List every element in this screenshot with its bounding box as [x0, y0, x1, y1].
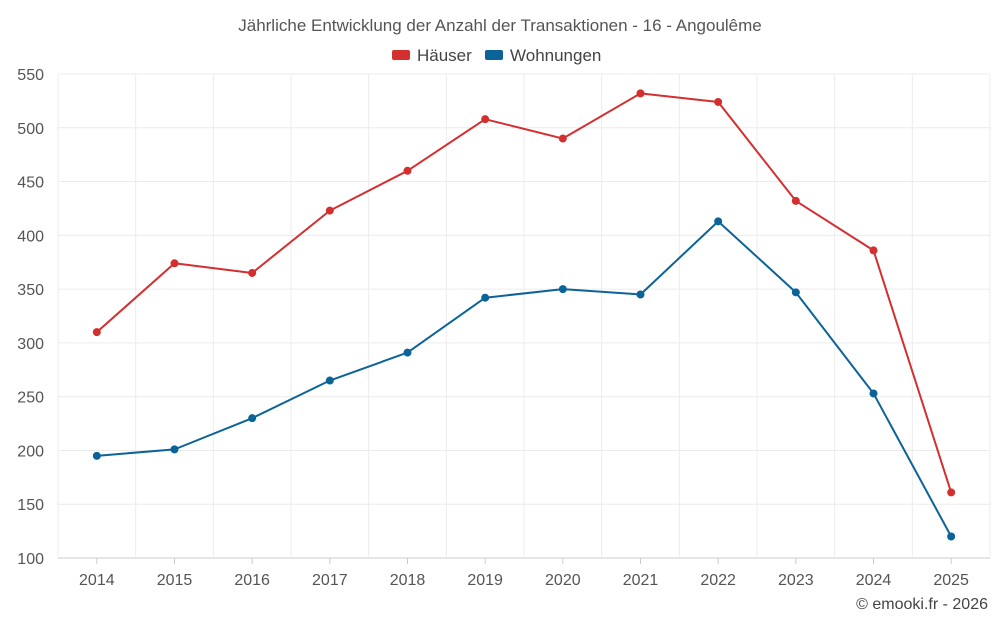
data-point-wohnungen[interactable] — [248, 414, 257, 423]
data-point-haeuser[interactable] — [92, 328, 101, 337]
data-point-wohnungen[interactable] — [714, 217, 723, 226]
x-tick-label: 2018 — [390, 572, 426, 589]
legend: Häuser Wohnungen — [392, 46, 601, 65]
legend-swatch-haeuser — [392, 50, 410, 60]
data-point-wohnungen[interactable] — [325, 376, 334, 385]
y-tick-label: 500 — [17, 121, 44, 138]
x-tick-label: 2016 — [234, 572, 270, 589]
data-point-wohnungen[interactable] — [558, 285, 567, 294]
data-point-haeuser[interactable] — [481, 115, 490, 124]
data-point-haeuser[interactable] — [947, 488, 956, 497]
x-tick-label: 2017 — [312, 572, 348, 589]
grid — [57, 73, 991, 559]
data-point-wohnungen[interactable] — [947, 532, 956, 541]
legend-label-wohnungen: Wohnungen — [510, 46, 601, 65]
y-tick-label: 350 — [17, 282, 44, 299]
data-point-haeuser[interactable] — [248, 268, 257, 277]
x-tick-label: 2014 — [79, 572, 115, 589]
data-point-wohnungen[interactable] — [481, 293, 490, 302]
y-tick-label: 100 — [17, 551, 44, 568]
x-tick-label: 2025 — [933, 572, 969, 589]
chart-title: Jährliche Entwicklung der Anzahl der Tra… — [238, 16, 762, 35]
copyright-text: © emooki.fr - 2026 — [856, 596, 988, 613]
data-point-haeuser[interactable] — [403, 166, 412, 175]
legend-label-haeuser: Häuser — [417, 46, 472, 65]
x-tick-label: 2024 — [856, 572, 892, 589]
y-tick-label: 250 — [17, 390, 44, 407]
y-tick-label: 550 — [17, 67, 44, 84]
data-point-wohnungen[interactable] — [636, 290, 645, 299]
x-tick-label: 2020 — [545, 572, 581, 589]
y-tick-label: 400 — [17, 228, 44, 245]
data-point-haeuser[interactable] — [714, 97, 723, 106]
data-point-haeuser[interactable] — [325, 206, 334, 215]
data-point-haeuser[interactable] — [558, 134, 567, 143]
data-point-haeuser[interactable] — [636, 89, 645, 98]
x-tick-label: 2021 — [623, 572, 659, 589]
data-point-wohnungen[interactable] — [791, 288, 800, 297]
x-tick-label: 2023 — [778, 572, 814, 589]
data-point-haeuser[interactable] — [170, 259, 179, 268]
legend-item-wohnungen[interactable]: Wohnungen — [485, 46, 601, 65]
data-point-haeuser[interactable] — [869, 246, 878, 255]
axes: 100 150 200 250 300 350 400 450 500 550 2014 2015 20… — [17, 67, 969, 589]
legend-swatch-wohnungen — [485, 50, 503, 60]
y-tick-label: 450 — [17, 175, 44, 192]
data-point-wohnungen[interactable] — [869, 389, 878, 398]
x-tick-label: 2015 — [157, 572, 193, 589]
series-layer — [92, 89, 956, 541]
x-tick-label: 2022 — [700, 572, 736, 589]
legend-item-haeuser[interactable]: Häuser — [392, 46, 472, 65]
series-line-wohnungen — [96, 220, 953, 537]
data-point-wohnungen[interactable] — [92, 451, 101, 460]
y-tick-label: 300 — [17, 336, 44, 353]
y-tick-label: 150 — [17, 497, 44, 514]
series-line-haeuser — [96, 92, 953, 493]
x-tick-label: 2019 — [467, 572, 503, 589]
data-point-wohnungen[interactable] — [403, 348, 412, 357]
data-point-haeuser[interactable] — [791, 196, 800, 205]
y-tick-label: 200 — [17, 443, 44, 460]
data-point-wohnungen[interactable] — [170, 445, 179, 454]
